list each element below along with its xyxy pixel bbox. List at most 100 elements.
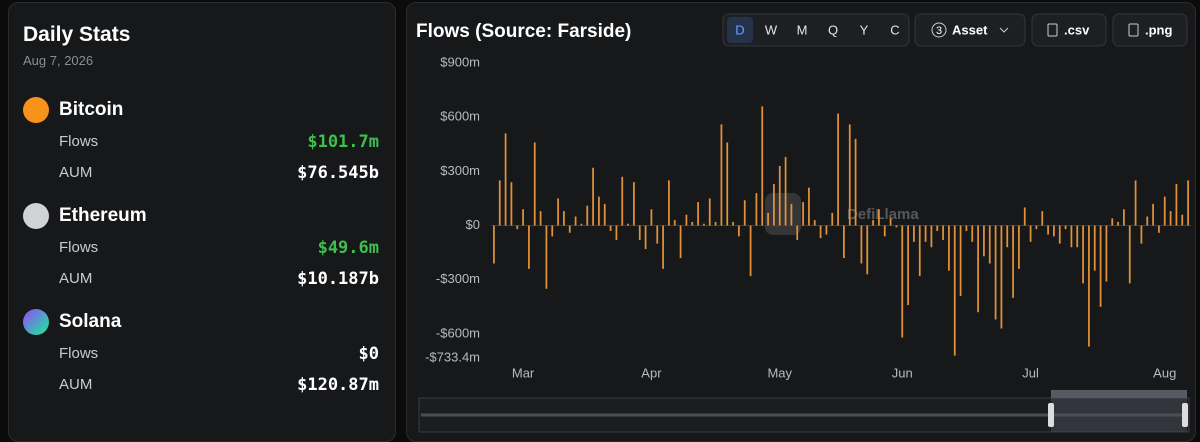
bar	[895, 225, 898, 228]
value: $76.545b	[297, 163, 379, 183]
bar	[948, 225, 950, 271]
csv-button[interactable]	[1031, 13, 1107, 47]
bar	[1187, 180, 1189, 226]
bar	[872, 220, 874, 226]
bar	[726, 142, 729, 226]
bar	[959, 225, 962, 296]
bar	[913, 225, 915, 242]
bar	[1041, 211, 1044, 226]
period-button[interactable]: Q	[828, 22, 838, 37]
y-tick-label: -$300m	[436, 271, 480, 286]
y-tick-label: -$733.4m	[425, 349, 480, 364]
bar	[755, 193, 758, 226]
bar	[557, 198, 559, 226]
chart-title: Flows (Source: Farside)	[416, 21, 631, 42]
bar	[732, 221, 734, 226]
bar	[1088, 225, 1090, 347]
x-tick-label: Aug	[1153, 365, 1176, 380]
bar	[563, 211, 565, 226]
bar	[866, 225, 869, 275]
bar	[528, 225, 530, 269]
bar	[778, 165, 781, 226]
bar	[761, 106, 764, 226]
bar	[1134, 180, 1137, 226]
aum-row: AUM $10.187b	[59, 269, 379, 289]
bar	[767, 212, 769, 226]
bar	[504, 133, 507, 226]
bar	[749, 225, 752, 277]
bar	[901, 225, 904, 338]
bar	[1006, 225, 1009, 248]
asset-button[interactable]	[914, 13, 1026, 47]
bar	[703, 223, 705, 226]
bar	[883, 225, 886, 237]
period-button[interactable]: D	[735, 22, 744, 37]
bar	[1058, 225, 1061, 244]
bar	[1128, 225, 1131, 284]
daily-stats-panel: Daily Stats Aug 7, 2026 Bitcoin Flows $10…	[8, 2, 396, 442]
brush-handle-bar[interactable]	[1051, 390, 1187, 398]
bar	[650, 209, 653, 226]
bar	[825, 225, 828, 235]
bar	[1035, 225, 1038, 230]
bar	[522, 209, 524, 226]
file-icon	[1047, 23, 1058, 37]
bar	[592, 167, 594, 226]
bar	[568, 225, 571, 233]
bar	[1181, 214, 1184, 226]
bar	[1070, 225, 1073, 248]
brush-handle[interactable]	[1048, 403, 1054, 427]
period-button[interactable]: W	[765, 22, 778, 37]
chart-panel: Flows (Source: Farside) 3 Asset .csv .pn…	[406, 2, 1196, 442]
bar	[720, 124, 723, 226]
bar	[510, 182, 513, 226]
bar	[743, 200, 746, 226]
bar	[1105, 225, 1108, 282]
bar	[679, 225, 682, 259]
aum-row: AUM $120.87m	[59, 375, 379, 395]
bar	[1163, 196, 1166, 226]
x-tick-label: Apr	[641, 365, 662, 380]
bitcoin-icon	[23, 97, 49, 123]
y-tick-label: $0	[466, 217, 480, 232]
bar	[796, 225, 799, 240]
bar	[545, 225, 548, 289]
x-tick-label: Jul	[1022, 365, 1039, 380]
bar	[586, 205, 589, 226]
bar	[1099, 225, 1102, 307]
png-button[interactable]	[1112, 13, 1188, 47]
bar	[738, 225, 740, 237]
bar	[598, 196, 600, 226]
flows-row: Flows $0	[59, 344, 379, 364]
png-label: .png	[1145, 22, 1172, 37]
bar	[983, 225, 985, 257]
bar	[1169, 211, 1172, 226]
watermark: DefiLlama	[847, 206, 919, 223]
bar	[493, 225, 495, 264]
period-button[interactable]: C	[890, 22, 899, 37]
bar	[953, 225, 956, 356]
bar	[533, 142, 536, 226]
period-button[interactable]: M	[797, 22, 808, 37]
date: Aug 7, 2026	[23, 53, 94, 68]
flows-row: Flows $49.6m	[59, 238, 379, 258]
bar	[516, 225, 519, 230]
bar	[918, 225, 921, 277]
chart: Flows (Source: Farside) 3 Asset .csv .pn…	[416, 13, 1191, 433]
bar	[942, 225, 944, 240]
bar	[1152, 203, 1154, 226]
label: Flows	[59, 345, 99, 362]
asset-label: Asset	[952, 22, 988, 37]
period-button[interactable]: Y	[860, 22, 869, 37]
brush-handle[interactable]	[1182, 403, 1188, 427]
bar	[837, 113, 839, 226]
bar	[1175, 184, 1178, 226]
period-active[interactable]	[727, 17, 753, 43]
asset-count: 3	[936, 25, 942, 37]
y-tick-label: $300m	[440, 163, 480, 178]
brush-window[interactable]	[1051, 398, 1187, 432]
bar	[1123, 209, 1125, 226]
value: $49.6m	[317, 238, 379, 258]
bar	[1064, 225, 1067, 230]
bar	[621, 176, 624, 226]
